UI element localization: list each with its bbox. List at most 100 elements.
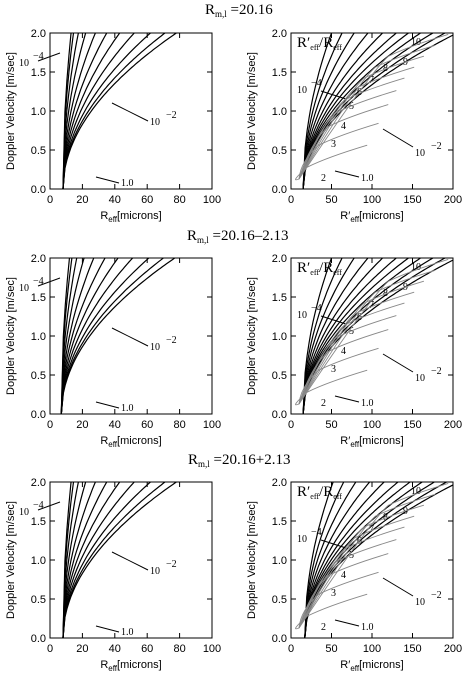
ratio-isoline [298, 280, 425, 405]
series-line-8 [62, 482, 136, 638]
contour-label-8: 8 [383, 512, 388, 523]
series-line-3 [304, 482, 357, 638]
x-tick-label: 80 [173, 419, 185, 431]
series-line-5 [60, 258, 95, 414]
y-tick-label: 0.5 [272, 594, 287, 606]
y-tick-label: 1.0 [31, 106, 46, 118]
x-tick-label: 40 [109, 419, 121, 431]
y-tick-label: 0.0 [31, 409, 46, 421]
y-tick-label: 0.0 [272, 409, 287, 421]
series-line-7 [302, 258, 410, 414]
series-line-9 [62, 33, 152, 189]
series-line-6 [304, 482, 399, 638]
y-tick-label: 1.5 [272, 67, 287, 79]
ratio-isoline [298, 302, 405, 405]
contour-label-2: 2 [321, 173, 326, 184]
arrow-exp4 [37, 501, 61, 511]
y-tick-label: 0.0 [272, 633, 287, 645]
series-line-6 [62, 482, 108, 638]
label-exp2-power: −2 [431, 366, 442, 377]
y-axis-label: Doppler Velocity [m/sec] [5, 277, 17, 395]
label-exp2-power: −2 [166, 559, 177, 570]
y-tick-label: 1.0 [272, 331, 287, 343]
series-line-2 [304, 482, 345, 638]
label-one: 1.0 [361, 173, 374, 184]
series-line-10 [304, 482, 448, 638]
ratio-isoline [298, 493, 436, 629]
series-line-9 [60, 258, 150, 414]
contour-label-2: 2 [321, 398, 326, 409]
label-exp4-base: 10 [297, 310, 307, 321]
y-axis-label: Doppler Velocity [m/sec] [5, 52, 17, 170]
ratio-isoline [298, 291, 415, 405]
y-tick-label: 2.0 [272, 28, 287, 40]
plot-frame [290, 257, 454, 415]
x-axis-label: Reff[microns] [100, 435, 161, 449]
x-tick-label: 20 [76, 643, 88, 655]
series-group [62, 33, 178, 189]
label-exp4-base: 10 [19, 283, 29, 294]
x-tick-label: 100 [203, 194, 221, 206]
label-exp4-power: −4 [33, 500, 44, 511]
y-tick-label: 0.0 [31, 184, 46, 196]
x-tick-label: 100 [363, 643, 381, 655]
arrow-one [334, 619, 360, 627]
ratio-isoline [298, 258, 449, 405]
series-line-6 [60, 258, 106, 414]
label-exp2-power: −2 [431, 141, 442, 152]
x-tick-label: 60 [141, 419, 153, 431]
x-tick-label: 0 [288, 419, 294, 431]
ratio-isoline [298, 571, 379, 629]
x-axis-label: R′eff[microns] [340, 435, 403, 449]
plot-frame [290, 32, 454, 190]
x-tick-label: 50 [325, 419, 337, 431]
y-axis-label: Doppler Velocity [m/sec] [5, 501, 17, 619]
x-tick-label: 60 [141, 194, 153, 206]
ratio-isoline [298, 55, 425, 180]
y-axis-label: Doppler Velocity [m/sec] [246, 501, 258, 619]
series-line-9 [62, 482, 152, 638]
series-line-1 [302, 258, 333, 414]
contour-label-9: 9 [403, 506, 408, 517]
series-group [62, 482, 178, 638]
contour-label-7: 7 [369, 300, 374, 311]
label-one: 1.0 [121, 178, 134, 189]
label-exp2-base: 10 [415, 148, 425, 159]
arrow-exp2 [111, 551, 149, 571]
contour-label-3: 3 [331, 364, 336, 375]
plot-frame [49, 257, 213, 415]
panel-row1-left: 0 20 40 60 80 100 0.0 0.5 1.0 1.5 2.0 Reff[microns]… [5, 28, 221, 224]
label-exp2-base: 10 [150, 342, 160, 353]
x-tick-label: 200 [444, 643, 462, 655]
x-tick-label: 80 [173, 643, 185, 655]
contour-label-6: 6 [357, 87, 362, 98]
ratio-isoline [295, 593, 368, 630]
x-tick-label: 0 [47, 419, 53, 431]
ratio-isoline [298, 122, 379, 180]
series-line-8 [62, 33, 136, 189]
series-line-10 [62, 482, 166, 638]
contour-label-5: 5 [349, 101, 354, 112]
label-one: 1.0 [361, 622, 374, 633]
contour-label-10: 10 [411, 262, 421, 273]
y-tick-label: 2.0 [31, 253, 46, 265]
arrow-exp2 [382, 577, 414, 597]
x-tick-label: 150 [403, 643, 421, 655]
label-one: 1.0 [121, 403, 134, 414]
contour-label-8: 8 [383, 63, 388, 74]
series-line-2 [302, 33, 343, 189]
label-exp2-base: 10 [415, 373, 425, 384]
x-tick-label: 100 [203, 419, 221, 431]
arrow-one [334, 395, 360, 403]
y-tick-label: 1.5 [31, 516, 46, 528]
label-exp4-base: 10 [19, 58, 29, 69]
x-tick-label: 60 [141, 643, 153, 655]
ratio-isoline [298, 66, 415, 180]
series-line-5 [304, 482, 386, 638]
panel-row3-right: 0 50 100 150 200 0.0 0.5 1.0 1.5 2.0 R′eff[microns… [246, 477, 462, 673]
series-line-7 [60, 258, 119, 414]
y-tick-label: 1.5 [272, 292, 287, 304]
ratio-isoline [298, 315, 397, 405]
x-axis-label: Reff[microns] [100, 659, 161, 673]
arrow-exp2 [111, 327, 149, 347]
